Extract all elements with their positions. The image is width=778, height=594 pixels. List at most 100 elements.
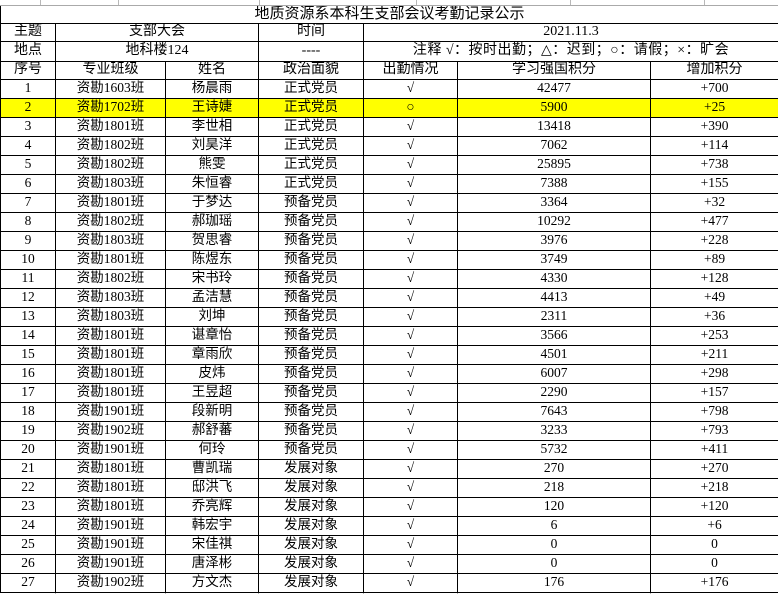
table-cell: √	[363, 496, 458, 517]
table-cell: 预备党员	[258, 325, 364, 346]
table-cell: 7388	[457, 173, 651, 194]
table-cell: 正式党员	[258, 97, 364, 118]
table-cell: 正式党员	[258, 154, 364, 175]
table-cell: 21	[0, 458, 56, 479]
table-cell: 预备党员	[258, 344, 364, 365]
table-cell: 杨晨雨	[165, 78, 259, 99]
table-cell: +390	[649, 116, 778, 137]
table-cell: 发展对象	[258, 534, 364, 555]
meta-row-location-legend: 地点 地科楼124 ---- 注释 √：按时出勤；△：迟到；○：请假；×：旷会	[0, 40, 778, 62]
table-cell: 预备党员	[258, 230, 364, 251]
table-cell: √	[363, 439, 458, 460]
table-cell: 刘坤	[165, 306, 259, 327]
title-row: 地质资源系本科生支部会议考勤记录公示	[0, 5, 778, 24]
table-cell: √	[363, 572, 458, 593]
table-cell: 15	[0, 344, 56, 365]
table-cell: 13418	[457, 116, 651, 137]
table-cell: 270	[457, 458, 651, 479]
table-cell: 预备党员	[258, 192, 364, 213]
gridline-stub	[704, 0, 705, 5]
bottom-gridline-strip	[0, 592, 778, 594]
attendance-legend: 注释 √：按时出勤；△：迟到；○：请假；×：旷会	[362, 40, 778, 62]
table-row: 3 资勘1801班 李世相 正式党员 √ 13418 +390	[0, 116, 778, 137]
table-cell: 资勘1801班	[55, 192, 166, 213]
table-row: 23 资勘1801班 乔亮辉 发展对象 √ 120 +120	[0, 496, 778, 517]
table-cell: +700	[649, 78, 778, 99]
table-cell: 段新明	[165, 401, 259, 422]
table-cell: √	[363, 135, 458, 156]
gridline-stub	[570, 0, 571, 5]
table-cell: +211	[649, 344, 778, 365]
meta-row-subject-time: 主题 支部大会 时间 2021.11.3	[0, 22, 778, 42]
table-cell: 资勘1803班	[55, 306, 166, 327]
gridline-stub	[40, 0, 41, 5]
table-cell: 资勘1801班	[55, 382, 166, 403]
table-cell: +114	[649, 135, 778, 156]
column-header: 姓名	[165, 60, 259, 80]
table-cell: 宋书玲	[165, 268, 259, 289]
table-cell: 2311	[457, 306, 651, 327]
table-cell: 资勘1803班	[55, 230, 166, 251]
table-cell: 5732	[457, 439, 651, 460]
table-cell: 2290	[457, 382, 651, 403]
table-cell: √	[363, 173, 458, 194]
table-cell: 8	[0, 211, 56, 232]
page-title: 地质资源系本科生支部会议考勤记录公示	[0, 5, 778, 24]
table-row: 10 资勘1801班 陈煜东 预备党员 √ 3749 +89	[0, 249, 778, 270]
table-cell: 4330	[457, 268, 651, 289]
table-cell: 3749	[457, 249, 651, 270]
table-cell: 资勘1901班	[55, 515, 166, 536]
attendance-table: 地质资源系本科生支部会议考勤记录公示 主题 支部大会 时间 2021.11.3 …	[0, 5, 778, 593]
table-cell: 3233	[457, 420, 651, 441]
table-cell: 预备党员	[258, 249, 364, 270]
table-cell: +36	[649, 306, 778, 327]
table-cell: +793	[649, 420, 778, 441]
table-row: 11 资勘1802班 宋书玲 预备党员 √ 4330 +128	[0, 268, 778, 289]
table-cell: 27	[0, 572, 56, 593]
table-cell: √	[363, 401, 458, 422]
table-cell: 资勘1801班	[55, 344, 166, 365]
table-cell: 韩宏宇	[165, 515, 259, 536]
table-cell: 熊雯	[165, 154, 259, 175]
table-cell: 资勘1803班	[55, 173, 166, 194]
table-cell: √	[363, 116, 458, 137]
table-cell: √	[363, 534, 458, 555]
table-cell: 12	[0, 287, 56, 308]
table-cell: 25	[0, 534, 56, 555]
table-cell: 发展对象	[258, 553, 364, 574]
table-cell: √	[363, 420, 458, 441]
table-body: 1 资勘1603班 杨晨雨 正式党员 √ 42477 +700 2 资勘1702班 王诗婕 正式党员…	[0, 78, 778, 593]
table-cell: 资勘1801班	[55, 116, 166, 137]
table-row: 4 资勘1802班 刘昊洋 正式党员 √ 7062 +114	[0, 135, 778, 156]
gridline-stub	[258, 592, 259, 594]
column-header: 出勤情况	[363, 60, 458, 80]
table-cell: √	[363, 306, 458, 327]
table-cell: 方文杰	[165, 572, 259, 593]
table-cell: 预备党员	[258, 363, 364, 384]
table-cell: √	[363, 458, 458, 479]
table-cell: 预备党员	[258, 211, 364, 232]
table-cell: 资勘1801班	[55, 363, 166, 384]
table-cell: 预备党员	[258, 420, 364, 441]
table-cell: 0	[649, 553, 778, 574]
table-cell: +128	[649, 268, 778, 289]
table-cell: 26	[0, 553, 56, 574]
column-header: 增加积分	[649, 60, 778, 80]
gridline-stub	[650, 592, 651, 594]
table-cell: 资勘1801班	[55, 496, 166, 517]
table-cell: 正式党员	[258, 116, 364, 137]
table-cell: 唐泽彬	[165, 553, 259, 574]
table-cell: +798	[649, 401, 778, 422]
table-cell: +270	[649, 458, 778, 479]
table-cell: 10292	[457, 211, 651, 232]
table-cell: 宋佳祺	[165, 534, 259, 555]
table-cell: 0	[457, 553, 651, 574]
gridline-stub	[55, 592, 56, 594]
table-cell: +176	[649, 572, 778, 593]
gridline-stub	[118, 0, 119, 5]
table-cell: √	[363, 477, 458, 498]
column-header: 序号	[0, 60, 56, 80]
table-cell: √	[363, 325, 458, 346]
table-row: 18 资勘1901班 段新明 预备党员 √ 7643 +798	[0, 401, 778, 422]
table-cell: √	[363, 553, 458, 574]
